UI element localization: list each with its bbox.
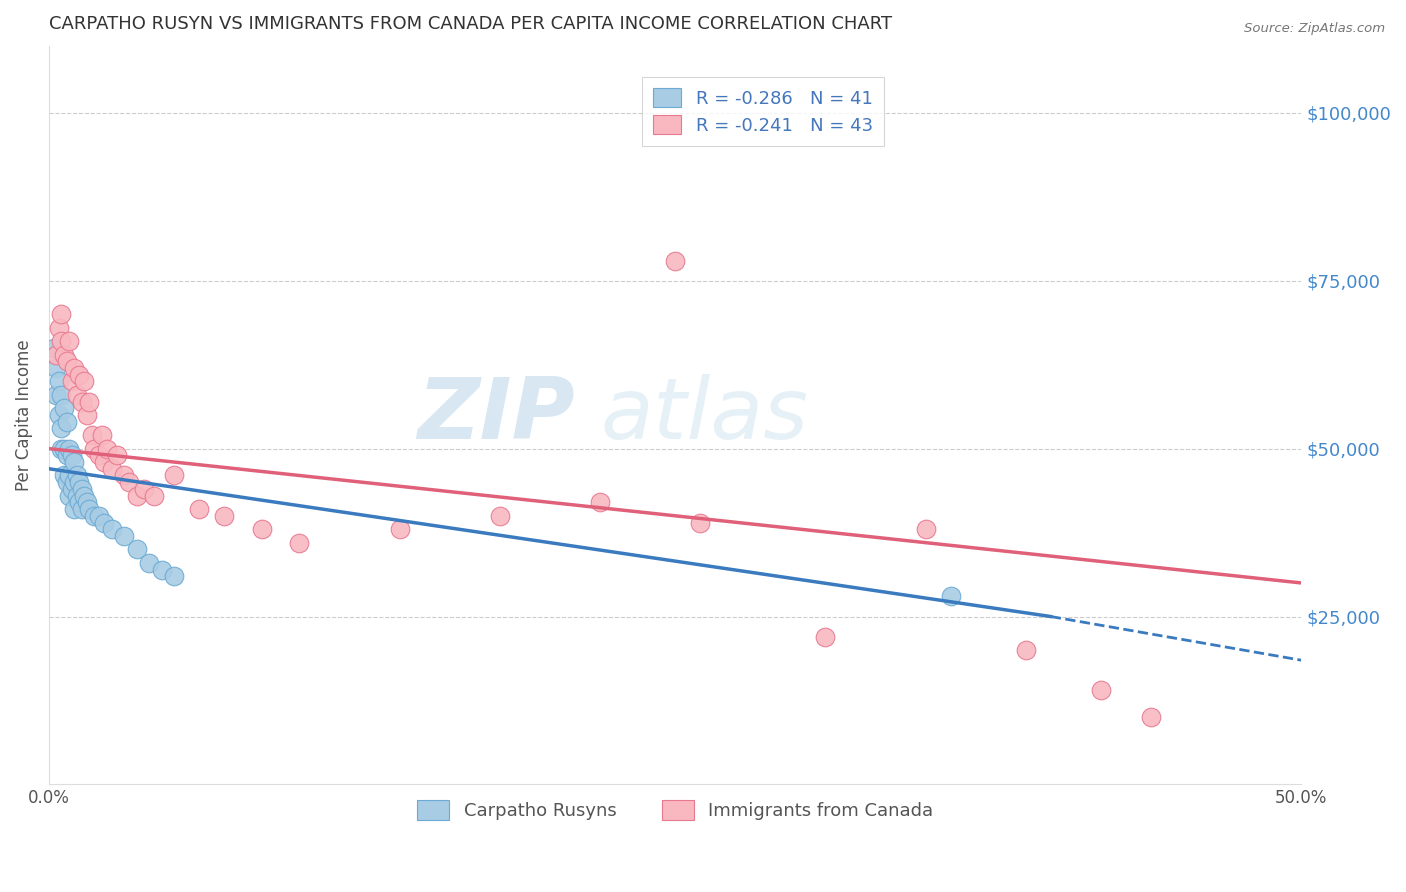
Point (143, 489, 166, 503)
Point (100, 462, 122, 476)
Point (48, 408, 70, 422)
Point (96, 442, 118, 456)
Point (48, 375, 70, 389)
Point (125, 542, 148, 557)
Point (125, 489, 148, 503)
Point (58, 468, 80, 483)
Y-axis label: Per Capita Income: Per Capita Income (15, 339, 32, 491)
Point (77, 502, 100, 516)
Point (664, 253, 686, 268)
Point (73, 375, 96, 389)
Point (65, 388, 87, 402)
Point (51, 421, 73, 435)
Point (112, 529, 135, 543)
Point (67, 368, 90, 382)
Point (83, 508, 105, 523)
Point (388, 522, 411, 536)
Point (87, 508, 110, 523)
Point (63, 455, 86, 469)
Point (51, 388, 73, 402)
Point (51, 334, 73, 348)
Point (70, 482, 93, 496)
Point (589, 495, 612, 509)
Point (42, 341, 65, 355)
Point (60, 482, 83, 496)
Point (1015, 643, 1038, 657)
Point (53, 468, 76, 483)
Point (76, 495, 98, 509)
Text: CARPATHO RUSYN VS IMMIGRANTS FROM CANADA PER CAPITA INCOME CORRELATION CHART: CARPATHO RUSYN VS IMMIGRANTS FROM CANADA… (49, 15, 891, 33)
Point (1140, 710, 1163, 724)
Point (83, 442, 105, 456)
Point (105, 448, 128, 462)
Point (58, 489, 80, 503)
Point (67, 495, 90, 509)
Point (214, 508, 236, 523)
Point (55, 475, 77, 490)
Point (51, 307, 73, 321)
Point (100, 522, 122, 536)
Point (163, 569, 186, 583)
Point (689, 516, 711, 530)
Point (814, 630, 837, 644)
Point (63, 361, 86, 376)
Point (45, 388, 67, 402)
Point (250, 522, 273, 536)
Point (70, 394, 93, 409)
Point (60, 448, 83, 462)
Point (60, 375, 83, 389)
Point (488, 508, 510, 523)
Point (188, 502, 211, 516)
Point (55, 415, 77, 429)
Point (80, 428, 103, 442)
Point (48, 320, 70, 334)
Point (288, 535, 311, 549)
Point (163, 468, 186, 483)
Point (90, 428, 112, 442)
Point (93, 516, 115, 530)
Point (65, 468, 87, 483)
Point (58, 334, 80, 348)
Point (53, 442, 76, 456)
Point (55, 448, 77, 462)
Point (53, 348, 76, 362)
Point (65, 489, 87, 503)
Point (53, 401, 76, 416)
Point (77, 394, 100, 409)
Point (138, 556, 160, 570)
Point (939, 590, 962, 604)
Point (93, 455, 115, 469)
Point (70, 502, 93, 516)
Point (118, 475, 141, 490)
Text: ZIP: ZIP (418, 374, 575, 457)
Point (58, 442, 80, 456)
Point (45, 348, 67, 362)
Point (73, 489, 96, 503)
Text: atlas: atlas (600, 374, 808, 457)
Point (87, 448, 110, 462)
Point (134, 482, 156, 496)
Point (51, 442, 73, 456)
Point (914, 522, 936, 536)
Point (150, 562, 173, 576)
Legend: Carpatho Rusyns, Immigrants from Canada: Carpatho Rusyns, Immigrants from Canada (409, 793, 941, 827)
Point (67, 475, 90, 490)
Point (76, 408, 98, 422)
Text: Source: ZipAtlas.com: Source: ZipAtlas.com (1244, 22, 1385, 36)
Point (112, 468, 135, 483)
Point (63, 475, 86, 490)
Point (63, 502, 86, 516)
Point (45, 361, 67, 376)
Point (1090, 683, 1112, 698)
Point (55, 354, 77, 368)
